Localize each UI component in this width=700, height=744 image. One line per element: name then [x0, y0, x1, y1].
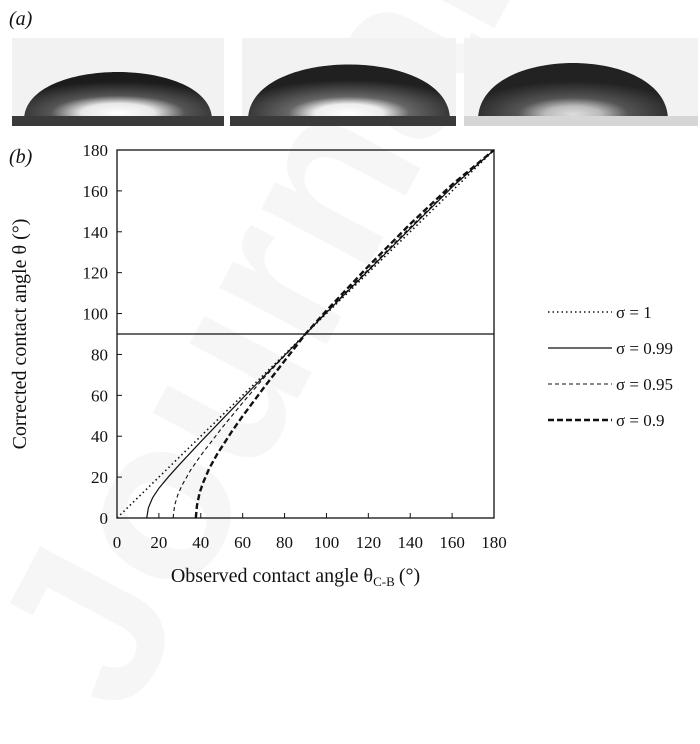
x-axis-title: Observed contact angle θC-B (°) [171, 565, 420, 589]
x-tick-label: 20 [150, 533, 167, 552]
plot-frame [116, 149, 495, 519]
x-tick-label: 80 [276, 533, 293, 552]
series-line-3 [172, 149, 495, 519]
x-tick-label: 120 [356, 533, 382, 552]
legend-label-4: σ = 0.9 [616, 411, 665, 430]
droplet-photo-1 [12, 38, 224, 126]
y-tick-label: 160 [83, 182, 109, 201]
x-tick-label: 140 [397, 533, 423, 552]
x-tick-label: 160 [439, 533, 465, 552]
y-tick-label: 60 [91, 386, 108, 405]
x-tick-label: 100 [314, 533, 340, 552]
y-tick-label: 180 [83, 141, 109, 160]
legend-label-3: σ = 0.95 [616, 375, 673, 394]
x-axis: 0 20 40 60 80 100 120 140 160 180 [113, 513, 507, 552]
legend-label-1: σ = 1 [616, 303, 652, 322]
y-axis-title: Corrected contact angle θ (°) [9, 219, 31, 450]
x-tick-label: 0 [113, 533, 122, 552]
droplet-photo-2 [230, 38, 456, 126]
x-axis-title-main: Observed contact angle θ [171, 565, 373, 587]
y-axis: 0 20 40 60 80 100 120 140 160 180 [83, 141, 122, 528]
legend-label-2: σ = 0.99 [616, 339, 673, 358]
panel-label-b: (b) [9, 146, 33, 168]
x-tick-label: 60 [234, 533, 251, 552]
y-tick-label: 140 [83, 223, 109, 242]
contact-angle-chart: 0 20 40 60 80 100 120 140 160 180 0 20 40 60 80 100 120… [9, 141, 673, 589]
x-axis-title-unit: (°) [399, 565, 420, 587]
x-axis-title-subscript: C-B [373, 574, 395, 589]
y-tick-label: 0 [100, 509, 109, 528]
droplet-photo-3 [464, 38, 698, 126]
y-tick-label: 40 [91, 427, 108, 446]
series-line-4 [194, 149, 495, 519]
y-tick-label: 120 [83, 264, 109, 283]
y-tick-label: 80 [91, 345, 108, 364]
legend: σ = 1 σ = 0.99 σ = 0.95 σ = 0.9 [548, 303, 673, 430]
series-line-2 [146, 149, 495, 519]
x-tick-label: 40 [192, 533, 209, 552]
y-tick-label: 100 [83, 305, 109, 324]
x-tick-label: 180 [481, 533, 507, 552]
panel-label-a: (a) [9, 8, 33, 30]
droplet-photo-strip [12, 38, 698, 126]
y-tick-label: 20 [91, 468, 108, 487]
series-group [116, 149, 495, 519]
